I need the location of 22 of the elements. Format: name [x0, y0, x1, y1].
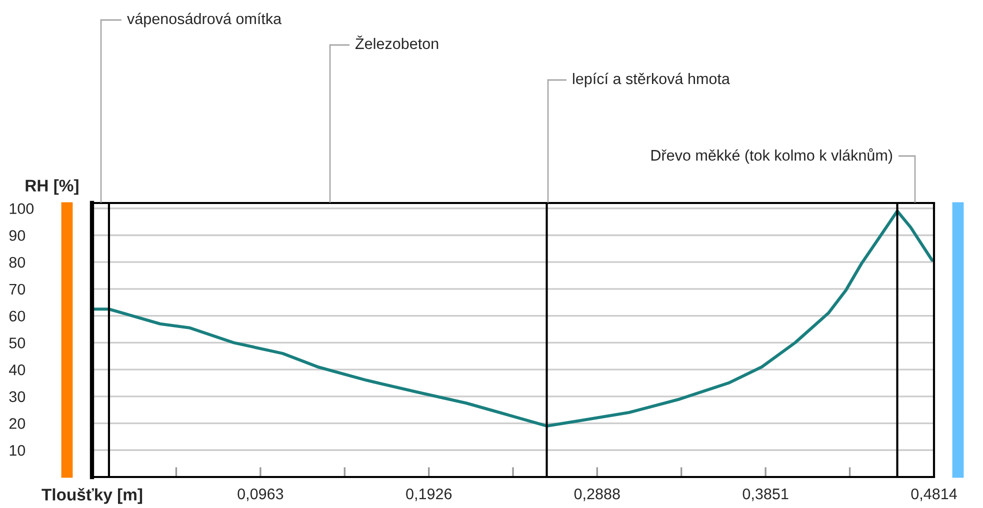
text: Železobeton [355, 36, 438, 50]
y-tick-label: 20 [9, 418, 26, 429]
y-tick-label: 100 [10, 203, 34, 214]
y-tick-label: 60 [9, 310, 26, 322]
x-axis-title: Tloušťky [m] [42, 488, 142, 504]
x-tick-label: 0,0963 [238, 488, 284, 502]
x-tick-label: 0,3851 [742, 488, 788, 502]
x-tick-label: 0,4814 [911, 488, 957, 502]
text: vápenosádrová omítka [127, 12, 282, 28]
x-tick-label: 0,2888 [574, 488, 620, 502]
y-tick-label: 40 [9, 364, 26, 376]
y-axis-title: RH [%] [26, 179, 78, 195]
y-tick-label: 70 [9, 284, 26, 295]
line-series [92, 210, 934, 428]
y-tick-label: 10 [10, 445, 26, 456]
y-tick-label: 90 [9, 230, 26, 241]
text: lepící a stěrková hmota [573, 72, 730, 88]
y-tick-label: 80 [9, 256, 26, 268]
y-tick-label: 50 [9, 338, 26, 348]
x-tick-label: 0,1926 [406, 488, 452, 502]
text: Dřevo měkké (tok kolmo k vláknům) [651, 148, 892, 164]
y-tick-label: 30 [9, 391, 26, 402]
